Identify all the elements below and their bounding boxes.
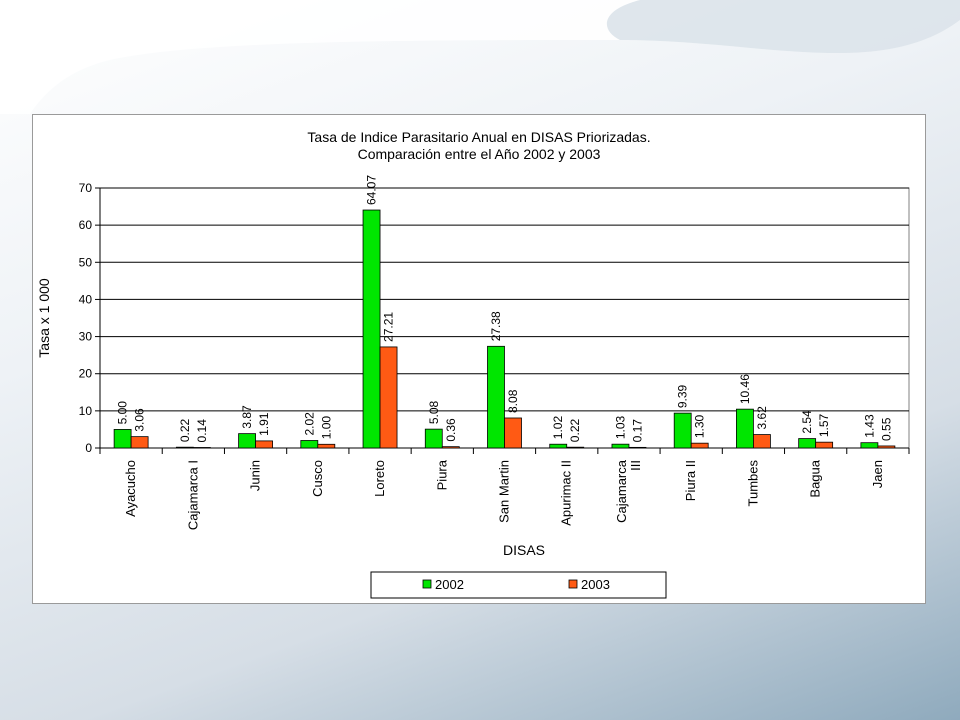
data-label-2002-8: 1.03 xyxy=(613,415,627,439)
category-labels: Ayacucho Cajamarca I Junin Cusco Loreto Piura… xyxy=(123,459,885,530)
bar-2003-4 xyxy=(379,346,398,449)
data-label-2002-9: 9.39 xyxy=(676,384,690,408)
bar-2003-2 xyxy=(255,440,273,449)
bar-2002-0 xyxy=(113,429,132,449)
y-axis-label: Tasa x 1 000 xyxy=(36,278,52,358)
data-labels: 5.00 3.06 0.22 0.143.87 1.91 2.02 1.0064.0727.… xyxy=(116,175,894,443)
category-label-8-line-1: Cajamarca xyxy=(614,459,629,523)
data-label-2003-7: 0.22 xyxy=(568,419,582,443)
bar-2002-11 xyxy=(798,438,817,449)
data-label-2002-3: 2.02 xyxy=(302,412,316,436)
chart: Tasa de Indice Parasitario Anual en DISA… xyxy=(36,129,910,599)
category-label-3: Cusco xyxy=(310,460,325,497)
legend: 2002 2003 xyxy=(370,571,667,599)
bar-2003-1 xyxy=(192,447,211,449)
data-label-2002-7: 1.02 xyxy=(551,416,565,440)
bar-2002-7 xyxy=(549,443,568,449)
data-label-2002-0: 5.00 xyxy=(116,401,130,425)
y-tick-label-40: 40 xyxy=(79,292,93,306)
category-label-4: Loreto xyxy=(372,460,387,497)
y-tick-label-30: 30 xyxy=(79,330,93,344)
data-label-2003-4: 27.21 xyxy=(382,312,396,342)
data-label-2003-8: 0.17 xyxy=(630,419,644,443)
category-label-10: Tumbes xyxy=(745,460,760,507)
category-label-11: Bagua xyxy=(808,459,823,497)
bar-2003-3 xyxy=(317,443,336,449)
bar-2003-9 xyxy=(690,442,709,449)
bar-2003-12 xyxy=(877,445,896,449)
y-tick-label-0: 0 xyxy=(85,441,92,455)
bar-2003-5 xyxy=(441,446,460,449)
bar-2002-5 xyxy=(424,428,443,449)
chart-title-line-2: Comparación entre el Año 2002 y 2003 xyxy=(358,146,601,162)
legend-label-2002: 2002 xyxy=(435,577,464,592)
bar-2003-0 xyxy=(130,436,149,449)
bar-2002-4 xyxy=(362,209,381,449)
chart-frame: Tasa de Indice Parasitario Anual en DISA… xyxy=(32,114,926,604)
data-label-2003-2: 1.91 xyxy=(257,412,271,436)
legend-box xyxy=(370,571,667,599)
chart-title: Tasa de Indice Parasitario Anual en DISA… xyxy=(307,129,650,162)
data-label-2002-6: 27.38 xyxy=(489,311,503,341)
data-label-2003-6: 8.08 xyxy=(506,389,520,413)
category-label-12: Jaen xyxy=(870,460,885,488)
chart-title-line-1: Tasa de Indice Parasitario Anual en DISA… xyxy=(307,129,650,145)
data-label-2003-10: 3.62 xyxy=(755,406,769,430)
bars xyxy=(113,209,896,449)
bar-2003-11 xyxy=(815,441,834,449)
y-tick-label-50: 50 xyxy=(79,255,93,269)
data-label-2003-0: 3.06 xyxy=(133,408,147,432)
category-label-8-line-2: III xyxy=(628,460,643,471)
bar-2002-6 xyxy=(487,345,505,449)
category-label-7: Apurimac II xyxy=(559,460,574,526)
y-tick-label-60: 60 xyxy=(79,218,93,232)
data-label-2002-4: 64.07 xyxy=(365,175,379,205)
y-tick-label-20: 20 xyxy=(79,367,93,381)
bar-2002-8 xyxy=(611,443,630,449)
category-label-1: Cajamarca I xyxy=(185,460,200,530)
bar-2002-1 xyxy=(175,446,194,449)
category-label-6: San Martin xyxy=(497,460,512,523)
y-tick-label-70: 70 xyxy=(79,181,93,195)
data-label-2002-10: 10.46 xyxy=(738,374,752,404)
data-label-2003-9: 1.30 xyxy=(693,414,707,438)
x-axis-label: DISAS xyxy=(503,542,545,558)
data-label-2003-1: 0.14 xyxy=(195,419,209,443)
category-label-2: Junin xyxy=(248,460,263,491)
data-label-2003-3: 1.00 xyxy=(319,416,333,440)
data-label-2003-5: 0.36 xyxy=(444,418,458,442)
y-tick-label-10: 10 xyxy=(79,404,93,418)
data-label-2003-11: 1.57 xyxy=(817,413,831,437)
category-label-5: Piura xyxy=(434,459,449,490)
bar-2003-6 xyxy=(504,417,522,449)
category-label-0: Ayacucho xyxy=(123,460,138,517)
bar-2002-12 xyxy=(860,442,879,449)
data-label-2002-12: 1.43 xyxy=(862,414,876,438)
bar-2002-10 xyxy=(736,408,754,449)
data-label-2002-2: 3.87 xyxy=(240,405,254,429)
category-label-9: Piura II xyxy=(683,460,698,501)
data-label-2002-1: 0.22 xyxy=(178,419,192,443)
bar-2003-7 xyxy=(566,446,585,449)
data-label-2002-11: 2.54 xyxy=(800,410,814,434)
bar-2002-3 xyxy=(300,440,319,449)
data-label-2003-12: 0.55 xyxy=(879,417,893,441)
legend-label-2003: 2003 xyxy=(581,577,610,592)
bar-2002-2 xyxy=(238,433,256,449)
bar-2003-10 xyxy=(753,434,771,449)
legend-swatch-2002 xyxy=(422,579,432,589)
data-label-2002-5: 5.08 xyxy=(427,400,441,424)
legend-swatch-2003 xyxy=(568,579,578,589)
bar-2003-8 xyxy=(628,446,647,449)
bar-2002-9 xyxy=(673,412,692,449)
